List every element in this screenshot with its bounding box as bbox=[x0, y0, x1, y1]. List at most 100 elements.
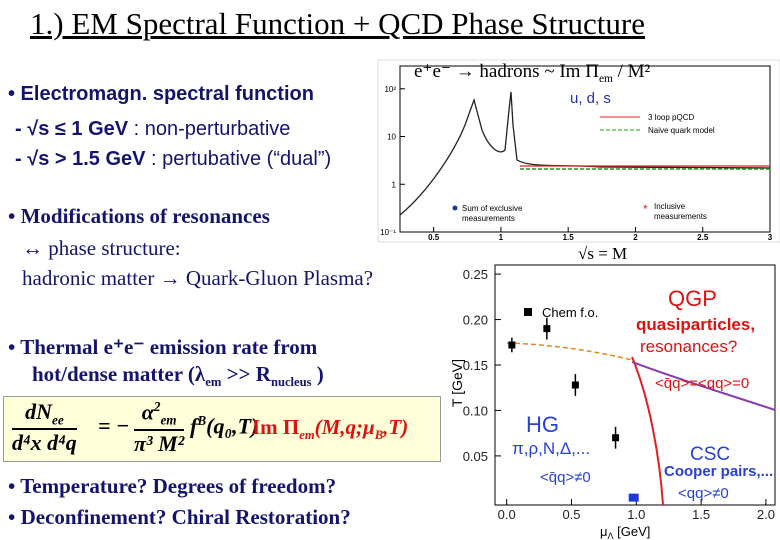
legend-text: measurements bbox=[654, 212, 707, 221]
x-tick-label: 1.5 bbox=[563, 233, 575, 242]
text: α bbox=[141, 399, 154, 425]
data-point bbox=[571, 381, 579, 389]
text: μ bbox=[600, 524, 608, 539]
plot1-frame bbox=[399, 65, 771, 233]
denominator: π³ M² bbox=[134, 430, 185, 456]
x-tick-label: 0.5 bbox=[428, 233, 440, 242]
spectrum-curve bbox=[399, 91, 771, 216]
data-point bbox=[508, 341, 516, 349]
title: 1.) EM Spectral Function + QCD Phase Str… bbox=[30, 6, 646, 41]
line: - √s ≤ 1 GeV : non-perturbative bbox=[15, 118, 290, 141]
text: e⁺e⁻ → hadrons ~ Im Π bbox=[414, 61, 599, 82]
legend-text: Naive quark model bbox=[648, 126, 715, 135]
data-point bbox=[628, 493, 639, 502]
legend-text: Chem f.o. bbox=[542, 305, 598, 320]
legend-text: 3 loop pQCD bbox=[648, 113, 694, 122]
text: [GeV] bbox=[614, 524, 651, 539]
x-tick-label: 2 bbox=[633, 233, 638, 242]
text: B bbox=[197, 413, 207, 428]
y-tick-label: 0.05 bbox=[463, 449, 488, 464]
text: f bbox=[190, 413, 198, 439]
text: fB(q₀,T) bbox=[190, 413, 258, 439]
y-tick-label: 10 bbox=[387, 133, 396, 142]
text: - √s > 1.5 GeV bbox=[15, 148, 146, 170]
text: em bbox=[205, 375, 222, 390]
numerator: α2em bbox=[134, 399, 185, 431]
text: dN bbox=[25, 399, 52, 424]
csc-curve bbox=[631, 361, 776, 411]
y-tick-label: 10⁻¹ bbox=[380, 228, 396, 237]
text: - √s ≤ 1 GeV bbox=[15, 118, 129, 140]
region-label: π,ρ,N,Δ,... bbox=[512, 439, 590, 458]
plot2-frame bbox=[494, 264, 776, 506]
line: ↔ phase structure: bbox=[22, 236, 181, 260]
bullet: • Thermal e⁺e⁻ emission rate from bbox=[8, 335, 318, 359]
fraction: α2em π³ M² bbox=[134, 399, 185, 457]
legend-text: Inclusive bbox=[654, 202, 686, 211]
region-label: quasiparticles, bbox=[636, 315, 755, 334]
region-label: <q̄q>≠0 bbox=[540, 469, 591, 486]
plot1-xlabel: √s = M bbox=[578, 244, 628, 263]
text: Im Π bbox=[252, 415, 300, 439]
text: >> R bbox=[221, 362, 271, 386]
line: - √s > 1.5 GeV : pertubative (“dual”) bbox=[15, 148, 331, 171]
text: Im Πem(M,q;μB,T) bbox=[252, 415, 408, 443]
denominator: d⁴x d⁴q bbox=[12, 430, 77, 456]
text: ) bbox=[311, 362, 324, 386]
x-tick-label: 1.5 bbox=[692, 507, 710, 522]
y-tick-label: 0.25 bbox=[463, 267, 488, 282]
data-point bbox=[543, 325, 551, 333]
formula: dNee d⁴x d⁴q = − α2em π³ M² fB(q₀,T) Im … bbox=[3, 396, 441, 462]
text: em bbox=[160, 412, 177, 428]
text: em bbox=[598, 72, 613, 85]
text: : non-perturbative bbox=[128, 118, 291, 140]
legend-marker bbox=[452, 205, 458, 211]
x-tick-label: 3 bbox=[768, 233, 773, 242]
y-axis-label: T [GeV] bbox=[449, 359, 465, 407]
text: ee bbox=[51, 412, 64, 428]
data-point bbox=[612, 434, 620, 442]
region-label: <qq>≠0 bbox=[678, 485, 729, 502]
region-label: HG bbox=[526, 412, 559, 437]
legend-text: u, d, s bbox=[570, 90, 611, 107]
y-tick-label: 10² bbox=[384, 85, 396, 94]
x-axis-label: μΛ [GeV] bbox=[600, 524, 650, 540]
x-tick-label: 0.0 bbox=[498, 507, 516, 522]
region-label: QGP bbox=[668, 286, 717, 311]
y-tick-label: 0.20 bbox=[463, 313, 488, 328]
text: nucleus bbox=[270, 375, 312, 390]
x-tick-label: 1 bbox=[499, 233, 504, 242]
region-label: Cooper pairs,... bbox=[664, 463, 773, 480]
x-tick-label: 2.0 bbox=[757, 507, 775, 522]
legend-marker: * bbox=[643, 202, 648, 216]
freezeout-curve bbox=[506, 342, 633, 361]
fraction: dNee d⁴x d⁴q bbox=[12, 399, 77, 456]
text: 2 bbox=[153, 399, 161, 414]
x-tick-label: 2.5 bbox=[697, 233, 709, 242]
region-label: resonances? bbox=[640, 337, 737, 356]
bullet: • Temperature? Degrees of freedom? bbox=[8, 474, 337, 498]
legend-text: measurements bbox=[462, 214, 515, 223]
text: em bbox=[299, 428, 315, 443]
text: = − bbox=[98, 413, 130, 438]
text: : pertubative (“dual”) bbox=[145, 148, 332, 170]
plot1-panel bbox=[377, 59, 780, 243]
region-label: CSC bbox=[690, 444, 730, 465]
text: Λ bbox=[608, 531, 614, 540]
line: hot/dense matter (λem >> Rnucleus ) bbox=[32, 362, 324, 390]
line: hadronic matter → Quark-Gluon Plasma? bbox=[22, 266, 374, 290]
bullet: • Modifications of resonances bbox=[8, 204, 270, 228]
x-tick-label: 1.0 bbox=[627, 507, 645, 522]
transition-curve bbox=[631, 356, 664, 506]
numerator: dNee bbox=[12, 399, 77, 431]
y-tick-label: 0.15 bbox=[463, 358, 488, 373]
text: (q₀,T) bbox=[206, 413, 259, 439]
bullet: • Deconfinement? Chiral Restoration? bbox=[8, 505, 351, 529]
text: B bbox=[374, 428, 384, 443]
legend-text: Sum of exclusive bbox=[462, 204, 523, 213]
y-tick-label: 0.10 bbox=[463, 403, 488, 418]
y-tick-label: 1 bbox=[392, 180, 397, 189]
text: ,T) bbox=[383, 415, 409, 439]
